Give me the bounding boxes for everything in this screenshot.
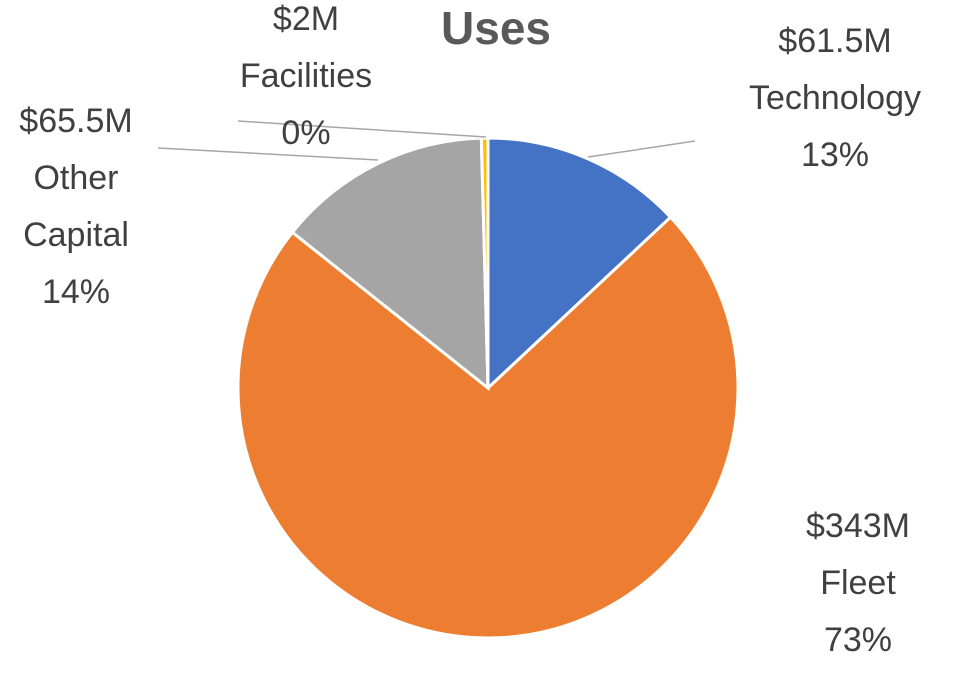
data-label-line: 0% [281, 114, 330, 152]
leader-line-technology [587, 140, 696, 158]
data-label-line: Fleet [820, 564, 896, 602]
data-label-line: Technology [749, 79, 921, 117]
leader-line-facilities [237, 120, 487, 138]
data-label-line: $65.5M [19, 102, 132, 140]
data-label-line: Capital [23, 216, 129, 254]
data-label-facilities: $2M Facilities 0% [240, 0, 372, 152]
data-label-line: Facilities [240, 57, 372, 95]
data-label-technology: $61.5M Technology 13% [749, 22, 921, 174]
pie-slice-facilities [479, 136, 490, 389]
pie-slice-other-capital [290, 136, 490, 392]
data-label-line: 13% [801, 136, 869, 174]
data-label-line: $343M [806, 507, 910, 545]
data-label-fleet: $343M Fleet 73% [806, 507, 910, 659]
data-labels: $61.5M Technology 13% $343M Fleet 73% $65.5M Ot… [19, 0, 921, 659]
data-label-line: 73% [824, 621, 892, 659]
pie-slices [236, 136, 740, 640]
pie-slice-technology [486, 136, 673, 392]
data-label-other-capital: $65.5M Other Capital 14% [19, 102, 132, 311]
data-label-line: $2M [273, 0, 339, 38]
data-label-line: 14% [42, 273, 110, 311]
data-label-line: $61.5M [778, 22, 891, 60]
data-label-line: Other [33, 159, 118, 197]
chart-title: Uses [441, 2, 551, 54]
leader-line-other-capital [157, 147, 379, 161]
leader-lines [157, 120, 696, 161]
pie-slice-fleet [236, 215, 740, 640]
